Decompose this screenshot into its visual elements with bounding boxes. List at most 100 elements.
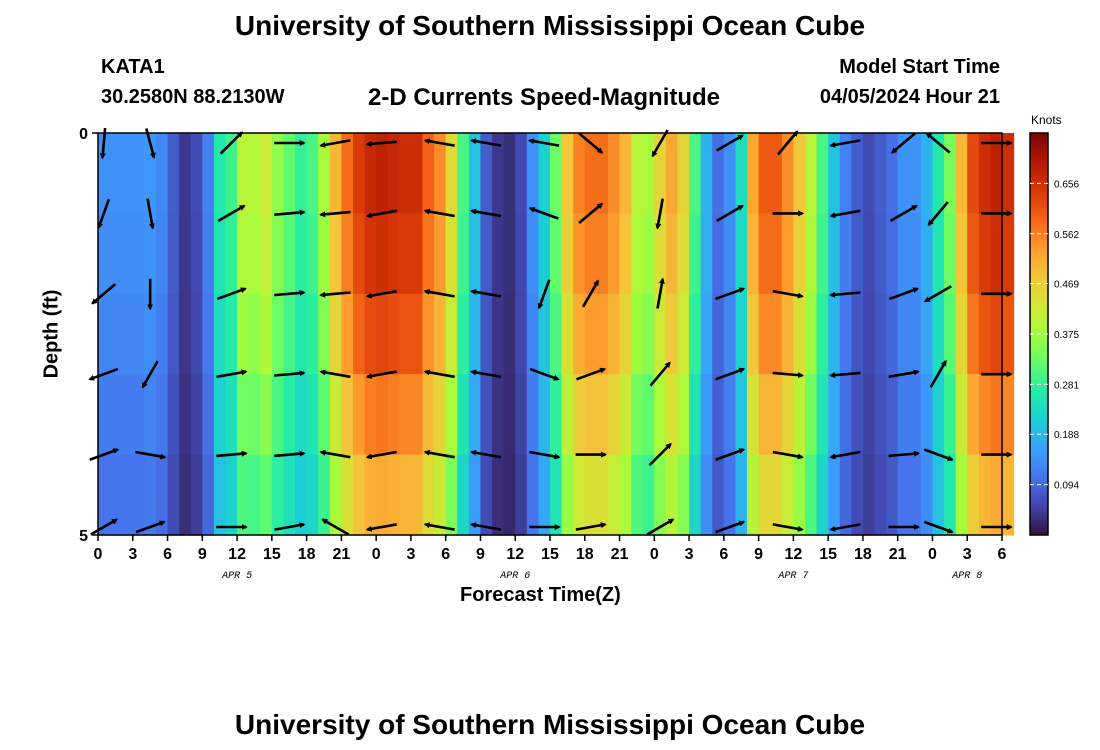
- heatmap-cell: [804, 454, 818, 536]
- heatmap-cell: [526, 133, 540, 214]
- heatmap-cell: [248, 454, 261, 536]
- heatmap-cell: [920, 133, 934, 214]
- heatmap-cell: [700, 213, 713, 295]
- current-vector-arrow: [578, 132, 604, 154]
- heatmap-cell: [422, 454, 435, 536]
- heatmap-cell: [735, 454, 748, 536]
- x-tick-label: 0: [372, 546, 381, 563]
- heatmap-cell: [886, 454, 899, 536]
- heatmap-cell: [886, 213, 899, 295]
- heatmap-cell: [723, 293, 737, 375]
- heatmap-cell: [237, 293, 250, 375]
- heatmap-cell: [248, 374, 261, 456]
- heatmap-cell: [225, 454, 238, 536]
- heatmap-cell: [457, 133, 470, 214]
- date-label: APR 6: [499, 571, 530, 582]
- heatmap-cell: [712, 454, 725, 536]
- heatmap-cell: [410, 374, 424, 456]
- heatmap-cell: [723, 213, 737, 295]
- current-vector-arrow: [578, 202, 604, 225]
- heatmap-cell: [190, 133, 203, 214]
- heatmap-cell: [387, 293, 400, 375]
- current-vector-arrow: [772, 371, 805, 379]
- heatmap-cell: [747, 213, 760, 295]
- heatmap-cell: [654, 133, 667, 214]
- colorbar-tick-label: 0.188: [1054, 430, 1079, 441]
- x-tick-label: 12: [506, 546, 524, 563]
- heatmap-cell: [770, 133, 783, 214]
- heatmap-cell: [109, 213, 122, 295]
- current-vector-arrow: [274, 450, 306, 458]
- heatmap-cell: [480, 374, 493, 456]
- heatmap-cell: [283, 293, 296, 375]
- heatmap-cell: [376, 293, 389, 375]
- heatmap-cell: [781, 133, 794, 214]
- heatmap-cell: [155, 374, 169, 456]
- heatmap-cell: [793, 213, 806, 295]
- heatmap-cell: [538, 293, 551, 375]
- heatmap-cell: [121, 374, 134, 456]
- heatmap-cell: [596, 374, 609, 456]
- heatmap-cell: [804, 133, 818, 214]
- heatmap-cell: [306, 213, 319, 295]
- heatmap-cell: [665, 213, 679, 295]
- x-tick-label: 6: [719, 546, 728, 563]
- heatmap-cell: [700, 374, 713, 456]
- heatmap-cell: [225, 133, 238, 214]
- heatmap-cell: [364, 133, 377, 214]
- current-vector-arrow: [319, 139, 351, 148]
- heatmap-cell: [967, 133, 980, 214]
- heatmap-cell: [364, 293, 377, 375]
- heatmap-cell: [712, 213, 725, 295]
- heatmap-cell: [144, 293, 157, 375]
- current-vector-arrow: [216, 369, 248, 379]
- heatmap-cell: [573, 293, 586, 375]
- heatmap-cell: [689, 133, 702, 214]
- heatmap-cell: [422, 133, 435, 214]
- heatmap-cell: [1002, 293, 1015, 375]
- heatmap-cell: [341, 293, 354, 375]
- heatmap-cell: [225, 374, 238, 456]
- heatmap-cell: [619, 133, 632, 214]
- heatmap-cell: [434, 374, 447, 456]
- heatmap-cell: [144, 213, 157, 295]
- current-vector-arrow: [470, 289, 502, 298]
- heatmap-cell: [990, 374, 1003, 456]
- current-vector-arrow: [829, 371, 861, 379]
- heatmap-cell: [735, 213, 748, 295]
- heatmap-cell: [306, 454, 319, 536]
- y-tick-label: 0: [79, 126, 88, 143]
- x-tick-label: 12: [228, 546, 246, 563]
- heatmap-cell: [677, 374, 690, 456]
- heatmap-cell: [341, 213, 354, 295]
- heatmap-cell: [978, 454, 992, 536]
- y-axis: 05: [79, 126, 98, 545]
- heatmap-cell: [920, 374, 934, 456]
- heatmap-cell: [202, 293, 215, 375]
- heatmap-cell: [144, 374, 157, 456]
- current-vector-arrow: [888, 369, 920, 379]
- heatmap-cell: [631, 374, 644, 456]
- heatmap-cell: [98, 213, 111, 295]
- heatmap-cell: [1002, 454, 1015, 536]
- heatmap-cell: [550, 374, 563, 456]
- heatmap-cell: [828, 293, 841, 375]
- heatmap-cell: [862, 293, 876, 375]
- heatmap-cell: [468, 293, 482, 375]
- heatmap-cell: [399, 454, 412, 536]
- heatmap-cell: [897, 213, 910, 295]
- heatmap-cell: [944, 133, 957, 214]
- heatmap-cell: [932, 293, 945, 375]
- heatmap-cell: [202, 133, 215, 214]
- current-vector-arrow: [716, 204, 744, 223]
- current-vector-arrow: [923, 448, 954, 462]
- heatmap-cell: [318, 213, 331, 295]
- current-vector-arrow: [925, 132, 951, 154]
- heatmap-cell: [179, 133, 192, 214]
- x-tick-label: 3: [128, 546, 137, 563]
- heatmap-cell: [573, 374, 586, 456]
- heatmap-cell: [515, 213, 528, 295]
- heatmap-cell: [260, 293, 273, 375]
- current-vector-arrow: [646, 518, 675, 536]
- heatmap-cell: [98, 293, 111, 375]
